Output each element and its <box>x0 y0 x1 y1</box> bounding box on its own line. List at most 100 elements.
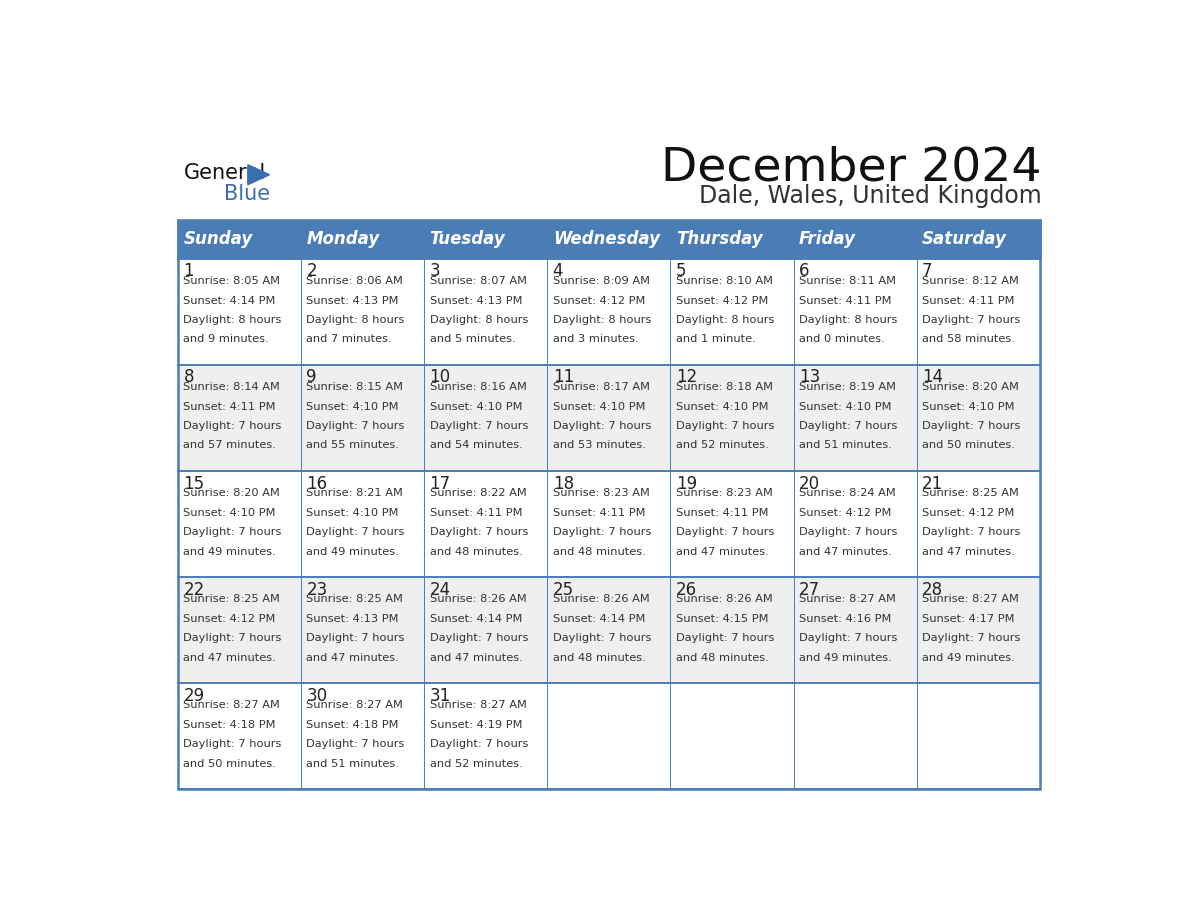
Text: Sunset: 4:18 PM: Sunset: 4:18 PM <box>307 720 399 730</box>
Text: 25: 25 <box>552 580 574 599</box>
Text: General: General <box>183 163 266 184</box>
Text: Sunrise: 8:19 AM: Sunrise: 8:19 AM <box>800 382 896 392</box>
Text: Sunset: 4:11 PM: Sunset: 4:11 PM <box>800 296 891 306</box>
Text: and 48 minutes.: and 48 minutes. <box>552 653 645 663</box>
Text: Sunset: 4:12 PM: Sunset: 4:12 PM <box>676 296 769 306</box>
Text: Sunset: 4:10 PM: Sunset: 4:10 PM <box>552 402 645 411</box>
Text: Saturday: Saturday <box>922 230 1007 248</box>
Text: and 54 minutes.: and 54 minutes. <box>430 441 523 451</box>
Bar <box>178 259 1040 364</box>
Text: Monday: Monday <box>307 230 380 248</box>
Text: Daylight: 8 hours: Daylight: 8 hours <box>800 315 897 325</box>
Text: 30: 30 <box>307 687 328 705</box>
Text: 18: 18 <box>552 475 574 493</box>
Text: Sunrise: 8:14 AM: Sunrise: 8:14 AM <box>183 382 280 392</box>
Text: Sunrise: 8:23 AM: Sunrise: 8:23 AM <box>676 488 772 498</box>
Text: Sunset: 4:18 PM: Sunset: 4:18 PM <box>183 720 276 730</box>
Text: Sunrise: 8:27 AM: Sunrise: 8:27 AM <box>430 700 526 711</box>
Text: Sunset: 4:10 PM: Sunset: 4:10 PM <box>430 402 522 411</box>
Text: and 48 minutes.: and 48 minutes. <box>430 546 523 556</box>
Text: Sunrise: 8:26 AM: Sunrise: 8:26 AM <box>430 594 526 604</box>
Text: 20: 20 <box>800 475 820 493</box>
Text: Daylight: 7 hours: Daylight: 7 hours <box>430 739 527 749</box>
Text: Sunrise: 8:15 AM: Sunrise: 8:15 AM <box>307 382 404 392</box>
Text: and 53 minutes.: and 53 minutes. <box>552 441 645 451</box>
Text: Daylight: 7 hours: Daylight: 7 hours <box>676 527 775 537</box>
Text: and 52 minutes.: and 52 minutes. <box>430 758 523 768</box>
Text: and 48 minutes.: and 48 minutes. <box>552 546 645 556</box>
Text: Daylight: 7 hours: Daylight: 7 hours <box>676 633 775 644</box>
Text: Daylight: 8 hours: Daylight: 8 hours <box>183 315 282 325</box>
Text: 26: 26 <box>676 580 697 599</box>
Text: Daylight: 7 hours: Daylight: 7 hours <box>800 421 897 431</box>
Text: 11: 11 <box>552 368 574 386</box>
Text: 5: 5 <box>676 263 687 281</box>
Text: Sunrise: 8:12 AM: Sunrise: 8:12 AM <box>922 276 1019 286</box>
Text: Sunset: 4:16 PM: Sunset: 4:16 PM <box>800 614 891 623</box>
Text: Sunrise: 8:23 AM: Sunrise: 8:23 AM <box>552 488 650 498</box>
Text: Sunrise: 8:16 AM: Sunrise: 8:16 AM <box>430 382 526 392</box>
Text: Sunrise: 8:24 AM: Sunrise: 8:24 AM <box>800 488 896 498</box>
Text: and 47 minutes.: and 47 minutes. <box>800 546 892 556</box>
Text: Sunrise: 8:27 AM: Sunrise: 8:27 AM <box>307 700 404 711</box>
Text: Sunrise: 8:06 AM: Sunrise: 8:06 AM <box>307 276 404 286</box>
Text: Sunrise: 8:11 AM: Sunrise: 8:11 AM <box>800 276 896 286</box>
Text: 3: 3 <box>430 263 441 281</box>
Text: Sunset: 4:15 PM: Sunset: 4:15 PM <box>676 614 769 623</box>
Text: and 47 minutes.: and 47 minutes. <box>307 653 399 663</box>
Text: and 47 minutes.: and 47 minutes. <box>922 546 1015 556</box>
Text: Sunrise: 8:07 AM: Sunrise: 8:07 AM <box>430 276 526 286</box>
Text: Sunset: 4:10 PM: Sunset: 4:10 PM <box>183 508 276 518</box>
Text: Sunrise: 8:10 AM: Sunrise: 8:10 AM <box>676 276 773 286</box>
Text: Daylight: 7 hours: Daylight: 7 hours <box>183 421 282 431</box>
Text: Daylight: 7 hours: Daylight: 7 hours <box>183 739 282 749</box>
Text: Sunrise: 8:22 AM: Sunrise: 8:22 AM <box>430 488 526 498</box>
Text: Sunset: 4:13 PM: Sunset: 4:13 PM <box>430 296 522 306</box>
Bar <box>178 471 1040 577</box>
Text: 10: 10 <box>430 368 450 386</box>
Text: Sunrise: 8:27 AM: Sunrise: 8:27 AM <box>922 594 1019 604</box>
Text: Daylight: 7 hours: Daylight: 7 hours <box>183 527 282 537</box>
Text: Sunset: 4:14 PM: Sunset: 4:14 PM <box>430 614 522 623</box>
Text: and 52 minutes.: and 52 minutes. <box>676 441 769 451</box>
Text: and 49 minutes.: and 49 minutes. <box>183 546 276 556</box>
Text: 2: 2 <box>307 263 317 281</box>
Text: Sunday: Sunday <box>183 230 253 248</box>
Text: Daylight: 7 hours: Daylight: 7 hours <box>307 633 405 644</box>
Text: Sunrise: 8:21 AM: Sunrise: 8:21 AM <box>307 488 404 498</box>
Text: Sunset: 4:10 PM: Sunset: 4:10 PM <box>676 402 769 411</box>
Text: Sunset: 4:14 PM: Sunset: 4:14 PM <box>183 296 276 306</box>
Text: Sunset: 4:13 PM: Sunset: 4:13 PM <box>307 296 399 306</box>
Text: 14: 14 <box>922 368 943 386</box>
Bar <box>178 364 1040 471</box>
Text: 8: 8 <box>183 368 194 386</box>
Text: Daylight: 8 hours: Daylight: 8 hours <box>430 315 527 325</box>
Bar <box>178 577 1040 683</box>
Text: Daylight: 8 hours: Daylight: 8 hours <box>552 315 651 325</box>
Text: Sunrise: 8:09 AM: Sunrise: 8:09 AM <box>552 276 650 286</box>
Text: and 51 minutes.: and 51 minutes. <box>800 441 892 451</box>
Text: Sunset: 4:11 PM: Sunset: 4:11 PM <box>676 508 769 518</box>
Text: Daylight: 7 hours: Daylight: 7 hours <box>552 633 651 644</box>
Text: 16: 16 <box>307 475 328 493</box>
Text: Sunset: 4:13 PM: Sunset: 4:13 PM <box>307 614 399 623</box>
Text: 21: 21 <box>922 475 943 493</box>
Bar <box>178 219 1040 259</box>
Text: 22: 22 <box>183 580 204 599</box>
Text: Sunset: 4:10 PM: Sunset: 4:10 PM <box>922 402 1015 411</box>
Text: Blue: Blue <box>223 184 270 204</box>
Text: Daylight: 7 hours: Daylight: 7 hours <box>552 421 651 431</box>
Text: Daylight: 7 hours: Daylight: 7 hours <box>430 527 527 537</box>
Text: and 58 minutes.: and 58 minutes. <box>922 334 1015 344</box>
Text: and 47 minutes.: and 47 minutes. <box>676 546 769 556</box>
Text: 19: 19 <box>676 475 697 493</box>
Text: and 7 minutes.: and 7 minutes. <box>307 334 392 344</box>
Text: Sunrise: 8:20 AM: Sunrise: 8:20 AM <box>922 382 1019 392</box>
Text: Sunrise: 8:05 AM: Sunrise: 8:05 AM <box>183 276 280 286</box>
Text: and 48 minutes.: and 48 minutes. <box>676 653 769 663</box>
Text: and 5 minutes.: and 5 minutes. <box>430 334 516 344</box>
Text: Daylight: 7 hours: Daylight: 7 hours <box>307 527 405 537</box>
Text: and 57 minutes.: and 57 minutes. <box>183 441 277 451</box>
Text: Daylight: 7 hours: Daylight: 7 hours <box>922 315 1020 325</box>
Text: and 49 minutes.: and 49 minutes. <box>800 653 892 663</box>
